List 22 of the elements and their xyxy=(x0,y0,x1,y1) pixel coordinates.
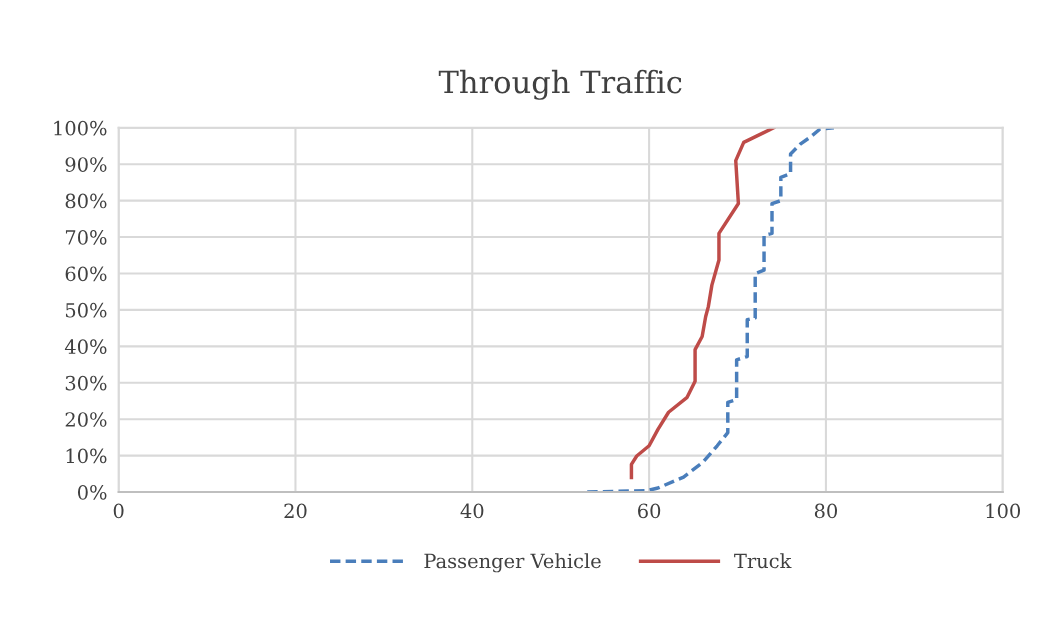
x-tick-label: 0 xyxy=(113,503,124,519)
y-tick-label: 0% xyxy=(77,484,107,500)
y-tick-label: 80% xyxy=(65,193,107,209)
y-tick-label: 40% xyxy=(64,339,107,354)
chart-title: Through Traffic xyxy=(438,69,682,100)
y-tick-label: 10% xyxy=(66,448,107,464)
legend-label: Passenger Vehicle xyxy=(424,553,601,573)
y-tick-label: 90% xyxy=(65,157,107,172)
x-tick-label: 20 xyxy=(284,503,307,519)
y-tick-label: 60% xyxy=(65,266,107,282)
y-tick-label: 30% xyxy=(65,375,107,391)
x-tick-label: 80 xyxy=(814,503,838,519)
y-tick-label: 100% xyxy=(54,120,107,136)
y-tick-label: 20% xyxy=(65,412,107,427)
y-tick-label: 50% xyxy=(65,302,107,318)
legend-label: Truck xyxy=(734,553,792,569)
line-series xyxy=(585,127,836,493)
x-tick-label: 40 xyxy=(460,503,484,519)
x-tick-label: 100 xyxy=(986,503,1021,519)
line-series xyxy=(629,127,776,480)
y-tick-label: 70% xyxy=(65,230,107,245)
x-tick-label: 60 xyxy=(638,503,661,519)
